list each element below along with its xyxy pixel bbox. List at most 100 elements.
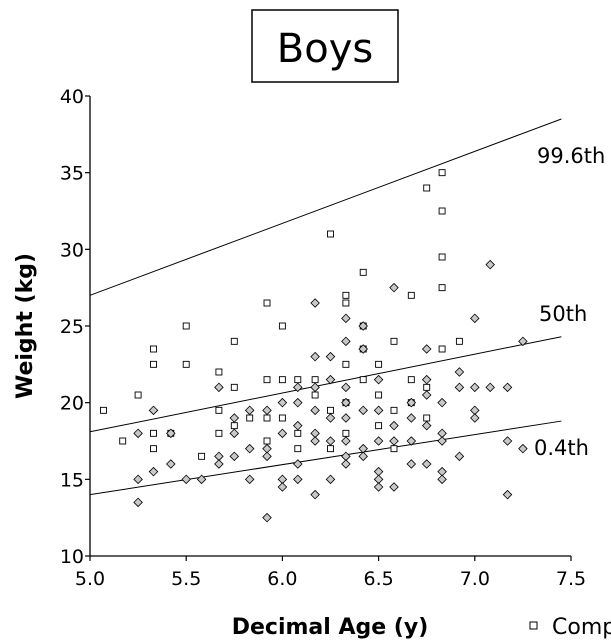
x-tick-label: 5.0 [75, 568, 105, 590]
data-point-diamond [277, 482, 288, 492]
data-point-diamond [406, 413, 417, 423]
data-point-square [375, 360, 383, 368]
data-point-diamond [341, 436, 351, 446]
data-point-diamond [341, 313, 351, 324]
data-point-diamond [293, 474, 303, 485]
data-point-diamond [373, 374, 384, 385]
data-point-diamond [421, 420, 432, 431]
x-axis-ticks: 5.0 5.5 6.0 6.5 7.0 7.5 [75, 556, 586, 590]
data-point-square [407, 376, 415, 384]
data-point-diamond [229, 413, 240, 423]
data-point-square [327, 445, 334, 453]
data-point-square [375, 422, 383, 430]
data-point-diamond [421, 390, 432, 400]
y-tick-label: 40 [60, 86, 84, 108]
data-point-square [215, 368, 223, 376]
data-point-square [327, 406, 334, 414]
x-tick-label: 7.0 [460, 568, 490, 590]
data-point-square [342, 299, 350, 307]
data-point-square [230, 422, 238, 430]
data-point-diamond [437, 397, 447, 408]
data-point-diamond [518, 443, 528, 454]
legend: Comp [529, 615, 611, 640]
data-point-diamond [437, 436, 447, 446]
data-point-diamond [341, 459, 351, 469]
data-point-diamond [485, 382, 495, 393]
data-point-diamond [310, 489, 320, 500]
data-point-diamond [502, 489, 513, 500]
data-point-diamond [244, 474, 255, 485]
data-point-square [150, 345, 157, 353]
data-point-square [375, 391, 383, 399]
data-point-square [359, 376, 367, 384]
data-point-diamond [421, 344, 432, 354]
data-point-square [198, 452, 206, 460]
data-points [100, 169, 528, 523]
data-point-diamond [277, 397, 288, 408]
data-point-diamond [133, 497, 143, 508]
data-point-square [390, 337, 398, 345]
data-point-diamond [502, 382, 513, 393]
data-point-diamond [470, 413, 480, 423]
data-point-diamond [310, 436, 320, 446]
x-tick-label: 6.0 [267, 568, 297, 590]
data-point-diamond [214, 382, 224, 393]
data-point-square [438, 253, 446, 261]
data-point-square [359, 268, 367, 276]
data-point-diamond [262, 405, 272, 416]
data-point-diamond [421, 459, 432, 469]
y-tick-label: 35 [60, 163, 84, 185]
percentile-line [89, 420, 562, 496]
data-point-square [438, 169, 446, 177]
data-point-diamond [518, 336, 528, 347]
data-point-diamond [325, 474, 336, 485]
data-point-square [342, 429, 350, 437]
data-point-square [263, 414, 271, 422]
data-point-square [278, 376, 286, 384]
data-point-diamond [470, 313, 480, 324]
data-point-square [263, 376, 271, 384]
data-point-square [311, 376, 319, 384]
data-point-square [215, 429, 223, 437]
data-point-square [278, 414, 286, 422]
data-point-diamond [148, 466, 159, 477]
y-tick-label: 30 [60, 239, 84, 261]
data-point-square [100, 406, 107, 414]
data-point-square [423, 414, 431, 422]
data-point-diamond [485, 259, 495, 270]
data-point-diamond [293, 382, 303, 393]
data-point-square [311, 391, 319, 399]
data-point-square [150, 445, 157, 453]
data-point-diamond [244, 405, 255, 416]
data-point-diamond [341, 413, 351, 423]
percentile-label: 0.4th [534, 436, 589, 460]
data-point-square [278, 322, 286, 330]
data-point-diamond [454, 451, 465, 462]
data-point-diamond [389, 436, 399, 446]
data-point-square [263, 437, 271, 445]
data-point-diamond [358, 344, 368, 354]
data-point-diamond [214, 459, 224, 469]
data-point-square [294, 445, 302, 453]
data-point-square [150, 360, 157, 368]
data-point-square [390, 445, 398, 453]
data-point-diamond [196, 474, 207, 485]
data-point-square [134, 391, 142, 399]
data-point-diamond [406, 397, 417, 408]
data-point-diamond [470, 382, 480, 393]
data-point-square [342, 360, 350, 368]
x-axis-title: Decimal Age (y) [232, 615, 429, 640]
data-point-square [182, 360, 190, 368]
data-point-square [182, 322, 190, 330]
data-point-square [215, 406, 223, 414]
data-point-diamond [293, 397, 303, 408]
x-tick-label: 7.5 [556, 568, 586, 590]
data-point-square [455, 337, 463, 345]
chart-title-box: Boys [251, 9, 399, 83]
data-point-square [390, 406, 398, 414]
data-point-diamond [166, 428, 176, 439]
data-point-square [438, 284, 446, 292]
x-tick-label: 6.5 [363, 568, 393, 590]
data-point-diamond [325, 351, 336, 362]
